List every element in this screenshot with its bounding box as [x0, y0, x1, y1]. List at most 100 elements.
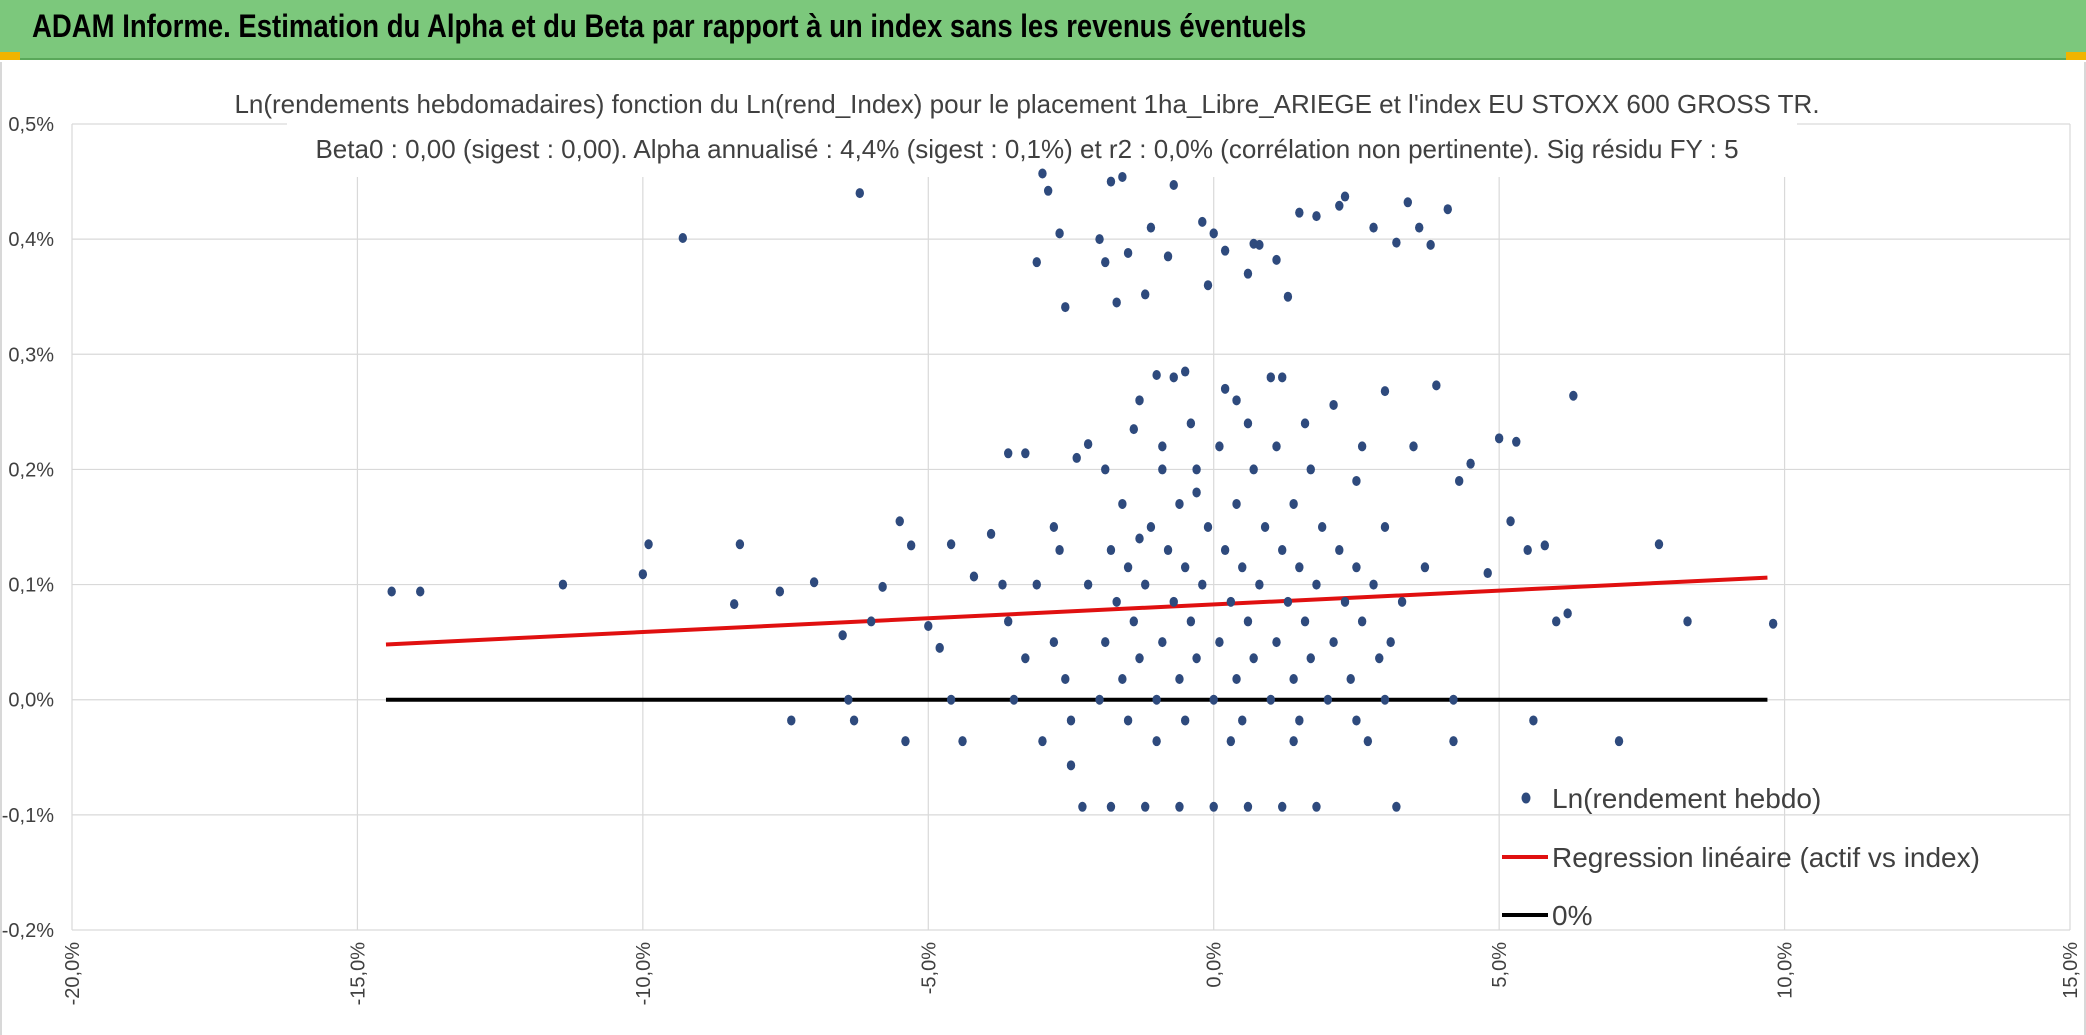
corner-marker-left	[0, 52, 20, 60]
scatter-point	[1095, 694, 1104, 705]
scatter-point	[1106, 545, 1116, 556]
scatter-point	[1346, 673, 1355, 684]
scatter-point	[1335, 545, 1344, 556]
scatter-point	[1409, 441, 1418, 452]
scatter-point	[1323, 694, 1333, 705]
scatter-point	[1061, 302, 1070, 313]
scatter-point	[1654, 539, 1664, 550]
scatter-point	[1232, 673, 1241, 684]
scatter-point	[1055, 545, 1064, 556]
scatter-point	[1300, 616, 1310, 627]
scatter-point	[1152, 694, 1161, 705]
chart-title: Ln(rendements hebdomadaires) fonction du…	[234, 89, 1819, 119]
scatter-point	[1198, 216, 1207, 227]
y-tick-label: 0,5%	[8, 114, 54, 136]
scatter-point	[1340, 191, 1350, 202]
scatter-point	[1169, 372, 1178, 383]
scatter-point	[1101, 257, 1110, 268]
scatter-point	[1380, 694, 1390, 705]
scatter-point	[1449, 694, 1458, 705]
scatter-point	[1317, 522, 1327, 532]
legend-label: Regression linéaire (actif vs index)	[1552, 842, 1980, 873]
scatter-point	[1186, 616, 1196, 627]
scatter-point	[1523, 545, 1532, 556]
scatter-point	[1232, 395, 1241, 406]
scatter-point	[1369, 222, 1378, 233]
scatter-point	[1226, 596, 1236, 607]
legend-label: Ln(rendement hebdo)	[1552, 783, 1821, 814]
scatter-point	[1049, 637, 1059, 648]
scatter-point	[1238, 715, 1247, 726]
scatter-point	[1192, 464, 1201, 475]
y-tick-label: -0,1%	[2, 805, 54, 827]
scatter-point	[1123, 562, 1133, 573]
scatter-point	[1203, 280, 1213, 291]
scatter-point	[1061, 673, 1070, 684]
y-tick-label: 0,0%	[8, 690, 54, 712]
scatter-point	[1209, 228, 1218, 239]
scatter-point	[1232, 498, 1241, 509]
scatter-point	[1049, 522, 1059, 532]
scatter-point	[1169, 180, 1178, 191]
scatter-point	[1375, 653, 1384, 664]
x-tick-label: -5,0%	[918, 942, 940, 994]
scatter-point	[1397, 596, 1407, 607]
legend-marker-scatter	[1521, 792, 1531, 804]
scatter-point	[1083, 579, 1093, 590]
scatter-point	[1123, 715, 1133, 726]
scatter-point	[1420, 562, 1430, 573]
scatter-point	[1055, 228, 1064, 239]
scatter-point	[946, 539, 956, 550]
scatter-point	[1266, 372, 1276, 383]
scatter-point	[1220, 383, 1230, 394]
scatter-point	[1226, 736, 1236, 747]
scatter-point	[1483, 568, 1492, 579]
scatter-point	[1158, 441, 1167, 452]
scatter-point	[1180, 366, 1190, 377]
scatter-point	[735, 539, 745, 550]
scatter-point	[1135, 533, 1144, 544]
scatter-point	[901, 736, 910, 747]
scatter-point	[1352, 475, 1361, 486]
scatter-point	[1392, 801, 1401, 812]
scatter-point	[1112, 297, 1121, 308]
scatter-point	[1614, 736, 1624, 747]
y-tick-label: -0,2%	[2, 920, 54, 942]
scatter-point	[1180, 562, 1190, 573]
scatter-point	[1295, 207, 1304, 218]
scatter-point	[958, 736, 967, 747]
scatter-point	[1386, 637, 1395, 648]
scatter-point	[1289, 673, 1298, 684]
scatter-point	[1312, 211, 1321, 222]
chart-area: Ln(rendements hebdomadaires) fonction du…	[0, 62, 2086, 1035]
x-tick-label: -10,0%	[633, 942, 655, 1006]
scatter-point	[1289, 736, 1298, 747]
scatter-point	[1141, 801, 1150, 812]
scatter-point	[1369, 579, 1378, 590]
scatter-point	[1494, 433, 1504, 444]
scatter-point	[1266, 694, 1276, 705]
scatter-point	[1357, 616, 1367, 627]
scatter-point	[1569, 390, 1578, 401]
scatter-point	[1255, 239, 1264, 250]
scatter-point	[1278, 545, 1287, 556]
scatter-point	[1432, 380, 1441, 391]
scatter-point	[1403, 197, 1413, 208]
scatter-point	[1392, 237, 1401, 248]
scatter-point	[878, 581, 887, 592]
scatter-point	[1135, 653, 1144, 664]
scatter-point	[1426, 239, 1435, 250]
scatter-point	[1192, 653, 1201, 664]
scatter-point	[1004, 616, 1013, 627]
scatter-point	[1021, 653, 1030, 664]
scatter-point	[906, 540, 916, 551]
scatter-point	[969, 571, 979, 582]
corner-marker-right	[2066, 52, 2086, 60]
y-tick-label: 0,2%	[8, 459, 54, 481]
scatter-point	[855, 188, 864, 199]
scatter-point	[729, 599, 739, 610]
scatter-point	[1175, 498, 1184, 509]
x-tick-label: 15,0%	[2060, 942, 2082, 999]
scatter-point	[946, 694, 956, 705]
scatter-point	[1380, 386, 1390, 397]
